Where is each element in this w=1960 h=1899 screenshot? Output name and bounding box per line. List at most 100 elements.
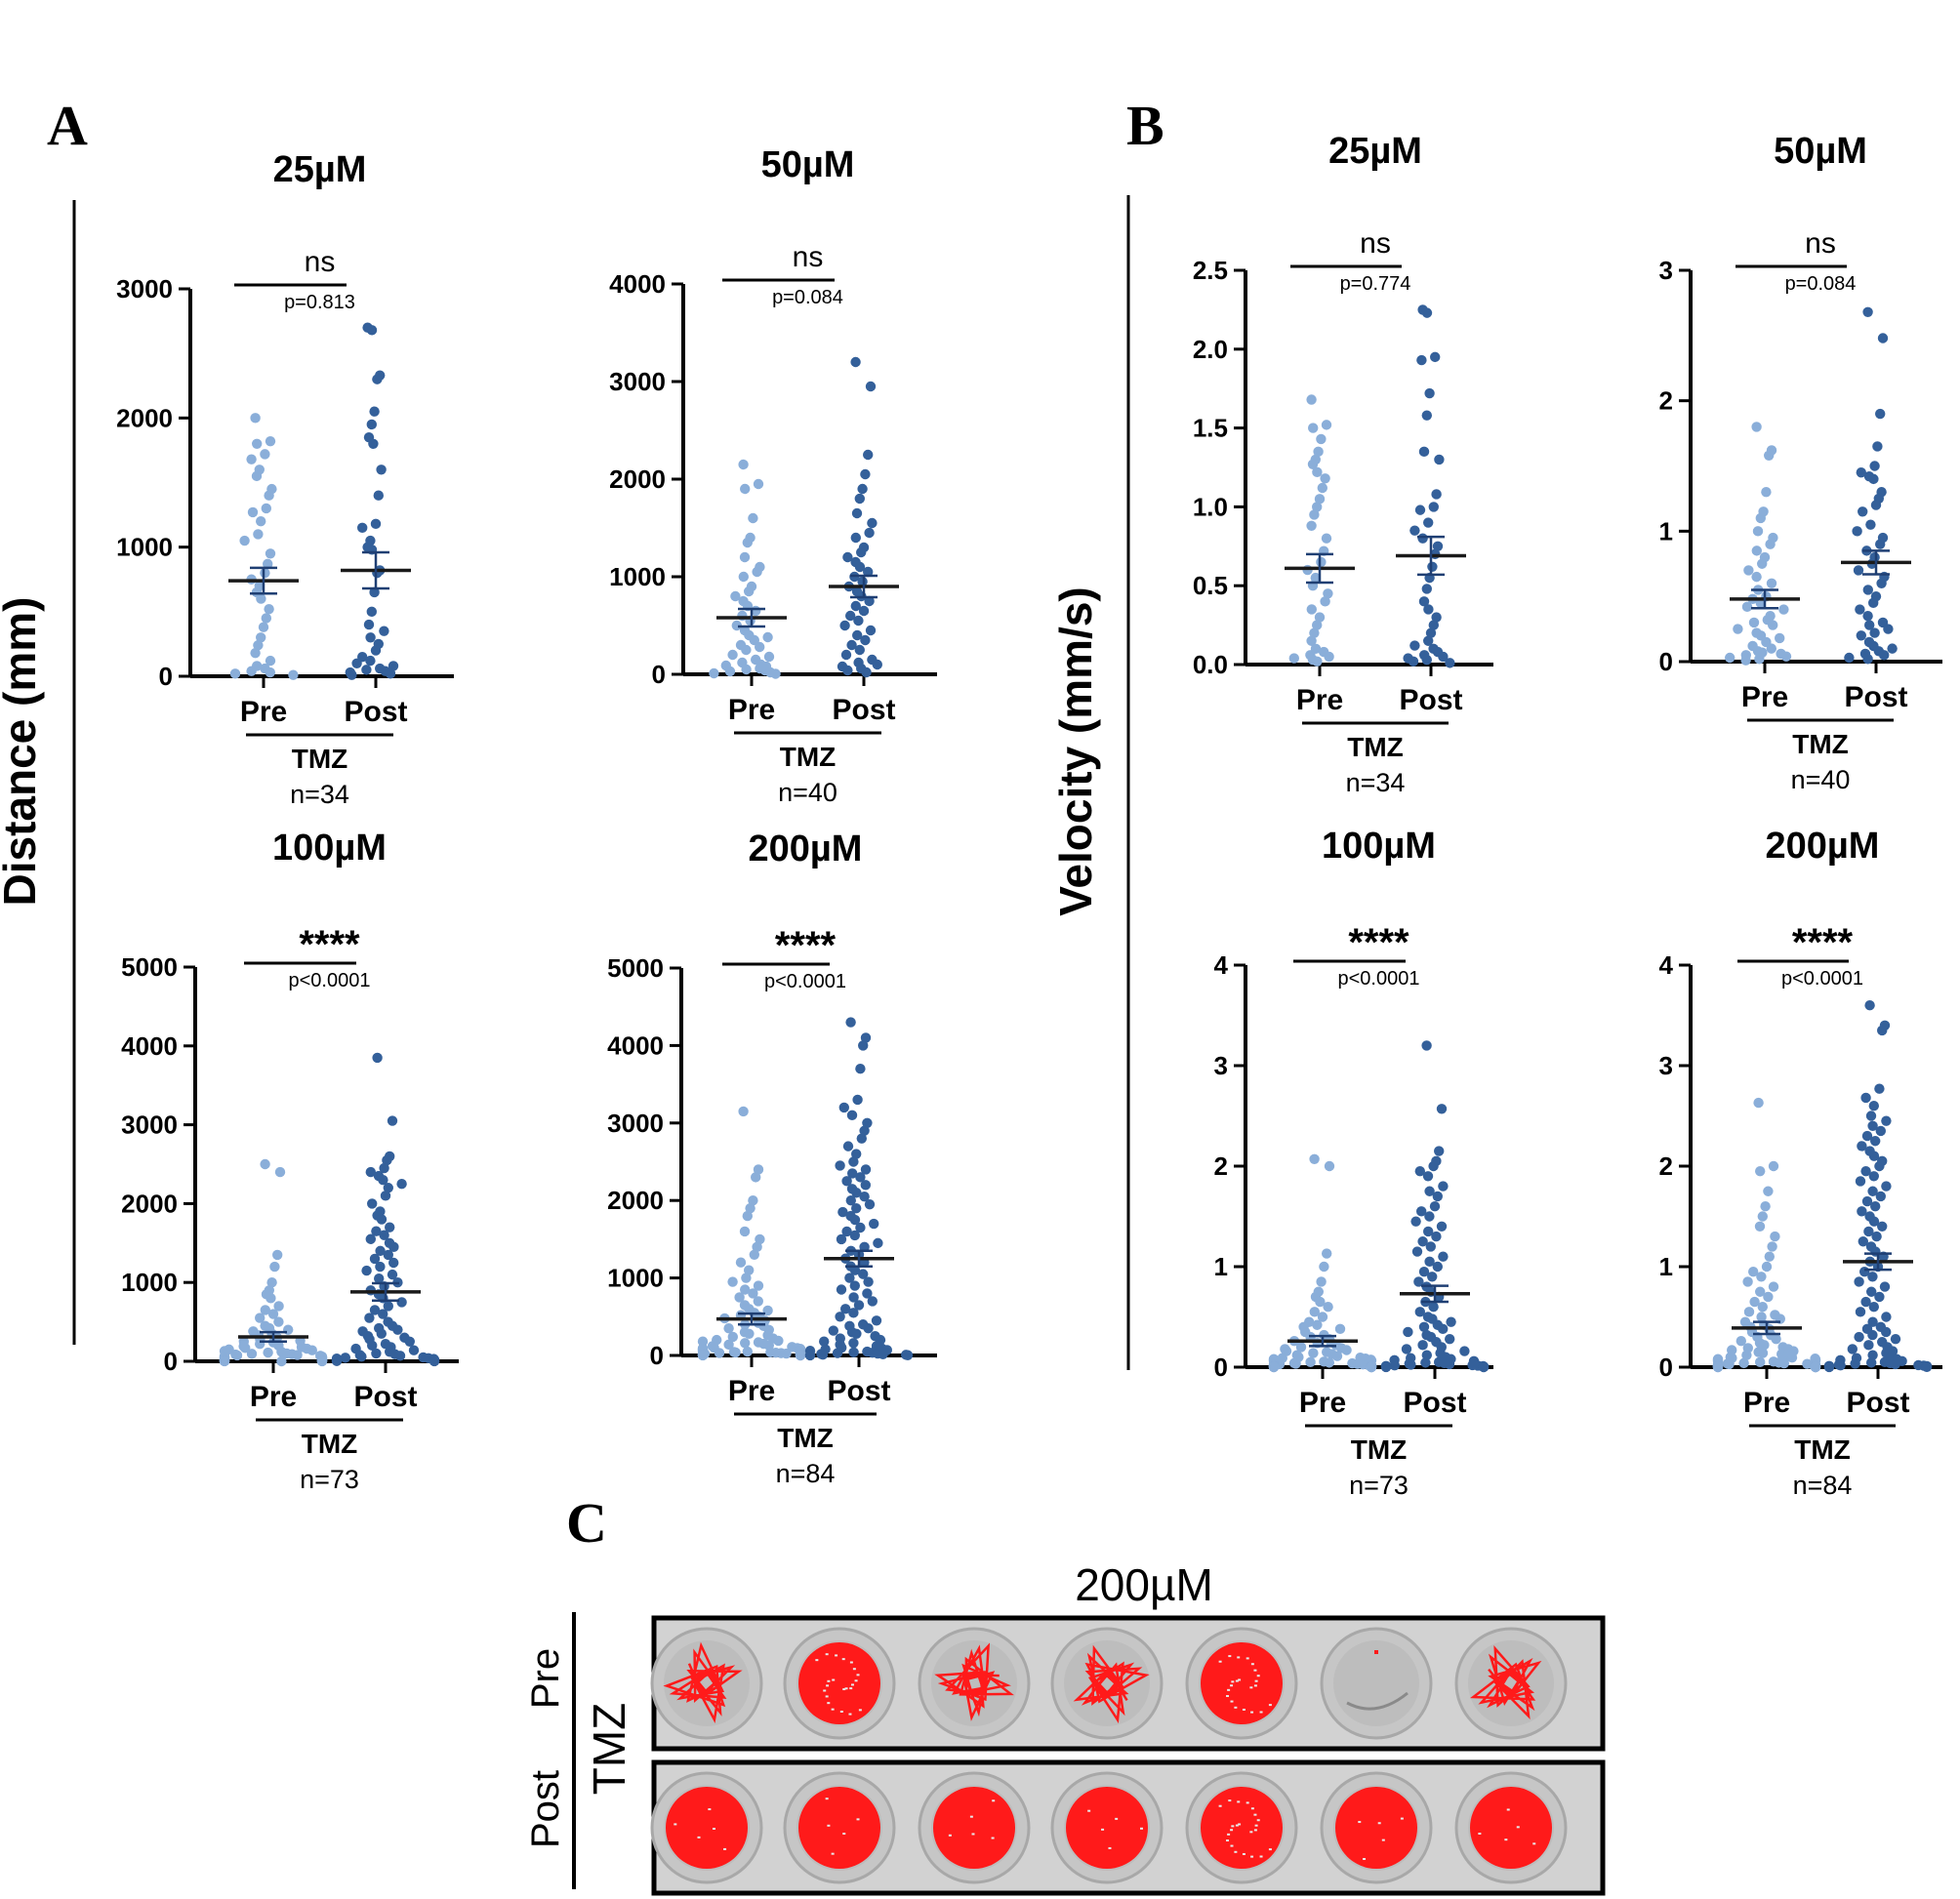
track-gap — [1381, 1838, 1385, 1841]
data-point-post — [860, 1164, 872, 1175]
data-point-pre — [1751, 422, 1762, 432]
group-label: TMZ — [1794, 1434, 1851, 1465]
data-point-post — [375, 1261, 386, 1273]
data-point-pre — [1778, 604, 1789, 615]
data-point-post — [851, 1149, 862, 1159]
data-point-post — [1871, 1231, 1882, 1242]
data-point-pre — [1740, 655, 1751, 666]
data-point-post — [1427, 1272, 1438, 1282]
track-gap — [1249, 1831, 1253, 1834]
data-point-post — [1875, 1191, 1887, 1202]
track-fill — [1201, 1787, 1283, 1869]
data-point-post — [1855, 1176, 1866, 1187]
track-gap — [708, 1808, 712, 1811]
data-point-pre — [755, 1233, 765, 1245]
data-point-post — [429, 1355, 440, 1367]
data-point-post — [852, 629, 863, 641]
data-point-pre — [239, 535, 250, 546]
data-point-post — [1421, 1350, 1433, 1360]
data-point-pre — [256, 593, 266, 604]
data-point-post — [376, 1328, 387, 1339]
data-point-post — [1847, 1344, 1858, 1354]
data-point-post — [1413, 1276, 1424, 1287]
data-point-post — [1867, 1350, 1878, 1360]
data-point-pre — [1305, 1356, 1316, 1368]
data-point-post — [1864, 620, 1875, 630]
track-gap — [713, 1828, 715, 1830]
n-label: n=40 — [1791, 765, 1851, 794]
data-point-post — [850, 356, 861, 368]
data-point-pre — [1738, 1357, 1749, 1369]
data-point-pre — [240, 1343, 251, 1354]
data-point-post — [1870, 1201, 1881, 1212]
data-point-pre — [252, 438, 263, 449]
data-point-post — [856, 1133, 867, 1144]
data-point-post — [1868, 1101, 1880, 1111]
data-point-post — [1444, 1358, 1455, 1370]
data-point-post — [835, 1312, 845, 1322]
data-point-post — [849, 1230, 860, 1241]
track-gap — [1231, 1680, 1235, 1683]
significance-label: ns — [305, 246, 336, 278]
track-gap — [848, 1713, 852, 1716]
data-point-post — [374, 1273, 385, 1284]
data-point-post — [837, 1206, 848, 1218]
data-point-post — [1423, 1226, 1434, 1237]
x-category-post: Post — [1844, 681, 1907, 713]
data-point-pre — [1308, 1348, 1319, 1358]
data-point-post — [850, 600, 861, 612]
track-gap — [1254, 1824, 1258, 1827]
y-tick-label: 1 — [1659, 516, 1673, 545]
x-category-post: Post — [1846, 1387, 1909, 1419]
data-point-post — [848, 1292, 859, 1303]
data-point-post — [1478, 1361, 1490, 1373]
data-point-post — [859, 1241, 870, 1253]
track-fill — [1335, 1787, 1417, 1869]
data-point-post — [368, 438, 379, 449]
data-point-pre — [1310, 572, 1322, 584]
chart-title: 25µM — [1328, 131, 1422, 172]
y-tick-label: 2 — [1214, 1152, 1228, 1181]
track-gap — [992, 1799, 996, 1802]
chart-a-100um: 100µM 0 1000 2000 3000 4000 5000 Pre Post TMZ n=73… — [121, 828, 459, 1494]
data-point-pre — [742, 1210, 753, 1222]
data-point-post — [1425, 1241, 1437, 1252]
data-point-pre — [734, 1292, 745, 1303]
track-gap — [1504, 1838, 1508, 1841]
y-tick-label: 0 — [1659, 647, 1673, 676]
track-gap — [1242, 1708, 1245, 1711]
track-gap — [825, 1798, 829, 1800]
data-point-pre — [1733, 624, 1743, 634]
data-point-pre — [272, 1249, 283, 1261]
data-point-pre — [1766, 643, 1777, 654]
track-fill — [1470, 1787, 1552, 1869]
y-tick-label: 2.5 — [1193, 256, 1228, 285]
data-point-pre — [1757, 1211, 1769, 1222]
plate-row-pre-label: Pre — [524, 1648, 567, 1709]
y-tick-label: 1.0 — [1193, 492, 1228, 521]
data-point-post — [370, 518, 382, 530]
y-tick-label: 1 — [1659, 1252, 1673, 1281]
data-point-pre — [1751, 545, 1763, 556]
data-point-post — [1860, 1092, 1871, 1104]
data-point-pre — [260, 449, 270, 460]
data-point-post — [1431, 1231, 1442, 1242]
data-point-post — [863, 1276, 874, 1287]
data-point-post — [1431, 612, 1442, 623]
significance-label: **** — [775, 924, 837, 967]
data-point-post — [855, 1172, 866, 1183]
y-tick-label: 2000 — [116, 403, 173, 432]
data-point-pre — [739, 551, 751, 563]
panel-a-ylabel: Distance (mm) — [0, 597, 45, 907]
data-point-pre — [742, 1346, 753, 1357]
data-point-pre — [744, 1265, 755, 1275]
data-point-post — [841, 1226, 852, 1237]
x-category-pre: Pre — [1296, 684, 1343, 716]
track-gap — [723, 1847, 727, 1850]
data-point-pre — [1761, 1261, 1773, 1273]
data-point-pre — [274, 1166, 286, 1178]
track-gap — [1249, 1686, 1253, 1689]
track-gap — [1234, 1706, 1238, 1709]
track-fill — [666, 1787, 748, 1869]
data-point-post — [1432, 1191, 1444, 1202]
